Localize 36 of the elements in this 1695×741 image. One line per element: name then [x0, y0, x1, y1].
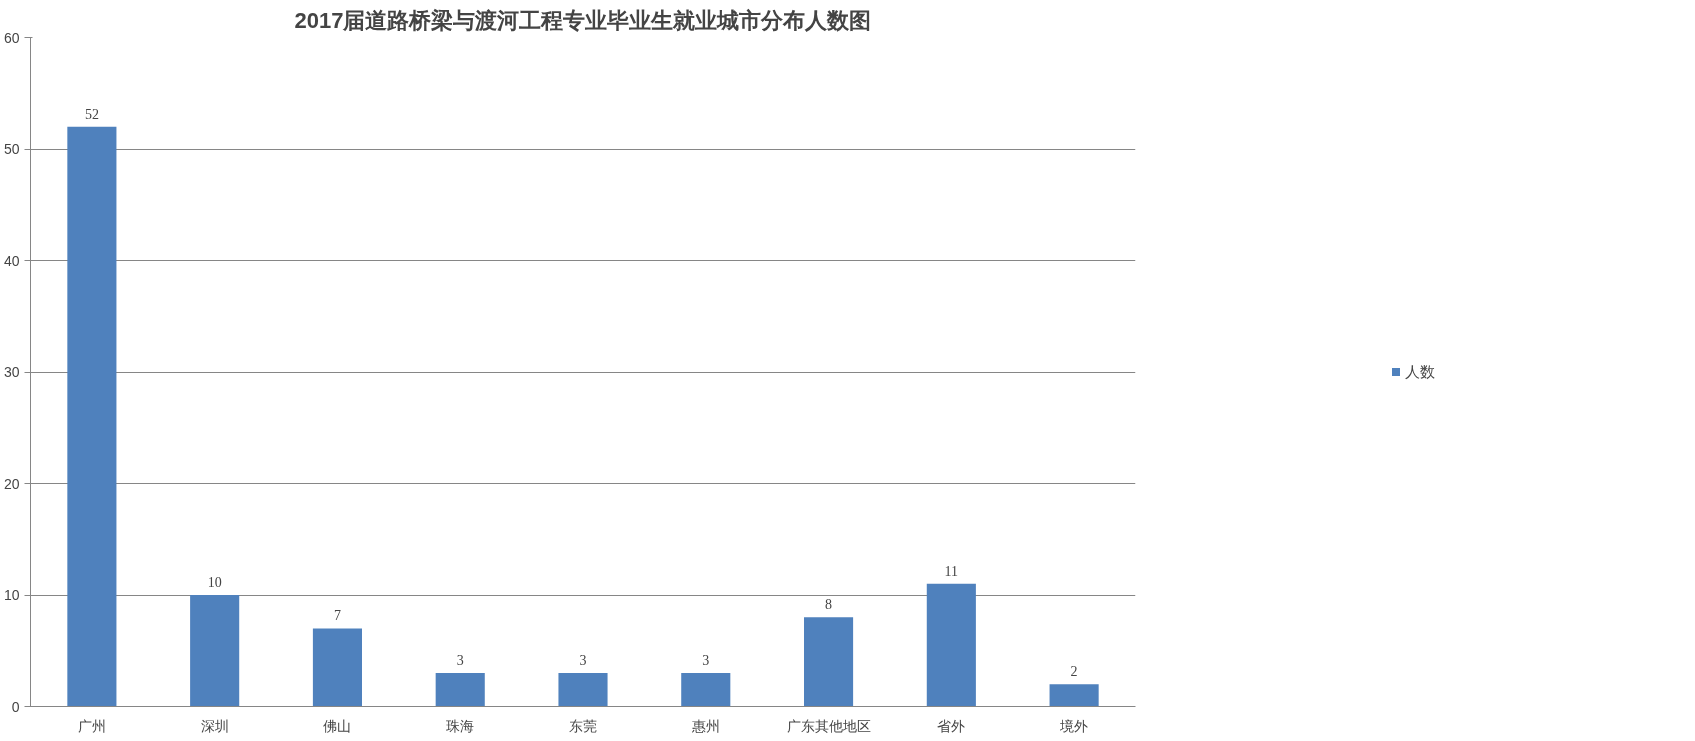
- data-label: 11: [944, 563, 959, 579]
- bar: [804, 617, 854, 707]
- data-label: 3: [456, 653, 464, 669]
- data-label: 10: [207, 575, 222, 590]
- legend-label: 人数: [1405, 362, 1435, 381]
- x-tick-label: 珠海: [446, 717, 475, 734]
- data-label: 2: [1070, 664, 1078, 680]
- x-tick-label: 佛山: [323, 717, 352, 734]
- y-tick-label: 50: [3, 141, 20, 157]
- data-label: 8: [825, 597, 833, 613]
- bar: [1049, 684, 1099, 707]
- bar: [67, 126, 117, 707]
- y-tick-label: 40: [3, 252, 20, 269]
- chart-title: 2017届道路桥梁与渡河工程专业毕业生就业城市分布人数图: [294, 7, 872, 33]
- bar: [926, 583, 976, 707]
- bar: [435, 673, 485, 707]
- x-tick-label: 广州: [77, 717, 106, 734]
- x-tick-label: 境外: [1059, 717, 1089, 734]
- y-tick-label: 10: [3, 587, 20, 603]
- x-tick-label: 省外: [937, 717, 966, 734]
- data-label: 3: [702, 653, 710, 669]
- y-tick-label: 60: [3, 29, 20, 46]
- bar: [190, 595, 240, 707]
- y-tick-label: 20: [3, 475, 20, 492]
- x-tick-label: 深圳: [200, 717, 229, 734]
- bar: [681, 673, 731, 707]
- data-label: 52: [84, 106, 99, 122]
- bar: [312, 628, 362, 707]
- data-label: 7: [333, 608, 341, 624]
- x-tick-label: 惠州: [690, 717, 720, 734]
- x-tick-label: 东莞: [569, 717, 597, 734]
- y-tick-label: 30: [3, 364, 20, 380]
- y-tick-label: 0: [11, 698, 20, 715]
- data-label: 3: [579, 653, 587, 669]
- x-tick-label: 广东其他地区: [786, 717, 871, 734]
- bar: [558, 673, 608, 707]
